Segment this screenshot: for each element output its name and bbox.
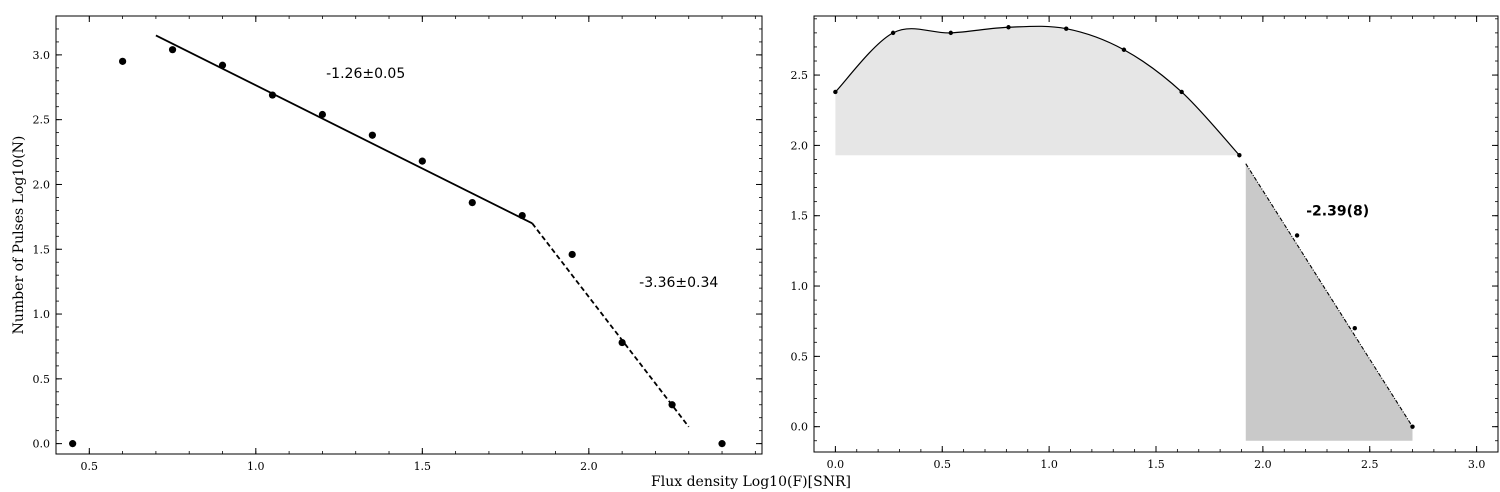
right-data-point <box>1294 233 1300 238</box>
left-x-tick-label: 1.5 <box>414 460 432 473</box>
right-data-point <box>1121 47 1127 52</box>
left-data-point <box>318 110 327 119</box>
right-x-tick-label: 1.0 <box>1040 458 1058 471</box>
left-data-point <box>119 57 127 65</box>
left-y-tick-label: 1.5 <box>33 243 51 256</box>
right-data-point <box>1352 326 1357 331</box>
left-y-tick-label: 1.0 <box>33 308 51 321</box>
right-x-tick-label: 3.0 <box>1468 458 1486 471</box>
right-y-tick-label: 1.0 <box>791 280 809 293</box>
right-y-tick-label: 0.5 <box>791 350 809 363</box>
right-x-tick-label: 2.0 <box>1254 458 1272 471</box>
left-fit-line-1 <box>155 34 533 225</box>
left-data-point <box>218 61 227 69</box>
right-data-point <box>948 30 953 36</box>
left-data-point <box>568 250 576 259</box>
left-data-point <box>268 91 277 99</box>
left-data-point <box>518 211 526 220</box>
left-x-tick-label: 0.5 <box>81 460 99 473</box>
right-y-tick-label: 2.5 <box>791 69 809 82</box>
left-data-point <box>168 46 177 54</box>
right-y-tick-label: 1.5 <box>791 210 809 223</box>
left-y-tick-label: 0.5 <box>33 373 51 386</box>
left-x-tick-label: 1.0 <box>247 460 265 473</box>
right-plot: 0.0 0.5 1.0 1.5 2.0 2.5 3.0 0.0 0.5 1.0 1.5 2.0 2.5 -… <box>791 15 1499 471</box>
left-axes-frame <box>55 15 763 455</box>
left-fit-line-2 <box>531 222 690 428</box>
right-x-tick-label: 0.0 <box>827 458 845 471</box>
left-data-point <box>618 338 626 347</box>
left-data-point <box>69 440 77 448</box>
left-data-point <box>418 157 426 165</box>
shared-x-axis-label: Flux density Log10(F)[SNR] <box>651 474 851 490</box>
right-data-point <box>890 30 896 36</box>
left-fit-label-1: -1.26±0.05 <box>326 66 405 82</box>
left-y-tick-label: 3.0 <box>33 49 51 62</box>
right-y-tick-label: 2.0 <box>791 139 809 152</box>
left-data-point <box>468 199 476 207</box>
left-fit-label-2: -3.36±0.34 <box>639 275 718 291</box>
right-data-point <box>833 89 838 95</box>
left-data-point <box>668 401 676 409</box>
right-data-point <box>1410 424 1415 429</box>
right-shaded-region-2 <box>1245 163 1413 441</box>
right-y-tick-label: 0.0 <box>791 421 809 434</box>
left-plot: 0.5 1.0 1.5 2.0 0.0 0.5 1.0 1.5 2.0 2.5 3.0 Number … <box>11 15 763 473</box>
left-data-point <box>718 440 726 448</box>
left-y-tick-label: 0.0 <box>33 438 51 451</box>
left-x-tick-label: 2.0 <box>580 460 598 473</box>
right-shaded-region-1 <box>835 26 1240 156</box>
left-data-point <box>368 131 376 139</box>
right-x-tick-label: 1.5 <box>1147 458 1165 471</box>
right-data-point <box>1179 89 1184 95</box>
right-fit-line <box>1245 163 1413 427</box>
right-fit-label: -2.39(8) <box>1306 204 1369 220</box>
right-data-point <box>1064 26 1069 31</box>
right-x-tick-label: 2.5 <box>1361 458 1379 471</box>
left-y-axis-label: Number of Pulses Log10(N) <box>11 136 27 335</box>
left-y-tick-label: 2.5 <box>33 114 51 127</box>
left-y-tick-label: 2.0 <box>33 178 51 191</box>
right-x-tick-label: 0.5 <box>934 458 952 471</box>
right-data-point <box>1237 153 1242 158</box>
right-data-point <box>1006 25 1011 30</box>
